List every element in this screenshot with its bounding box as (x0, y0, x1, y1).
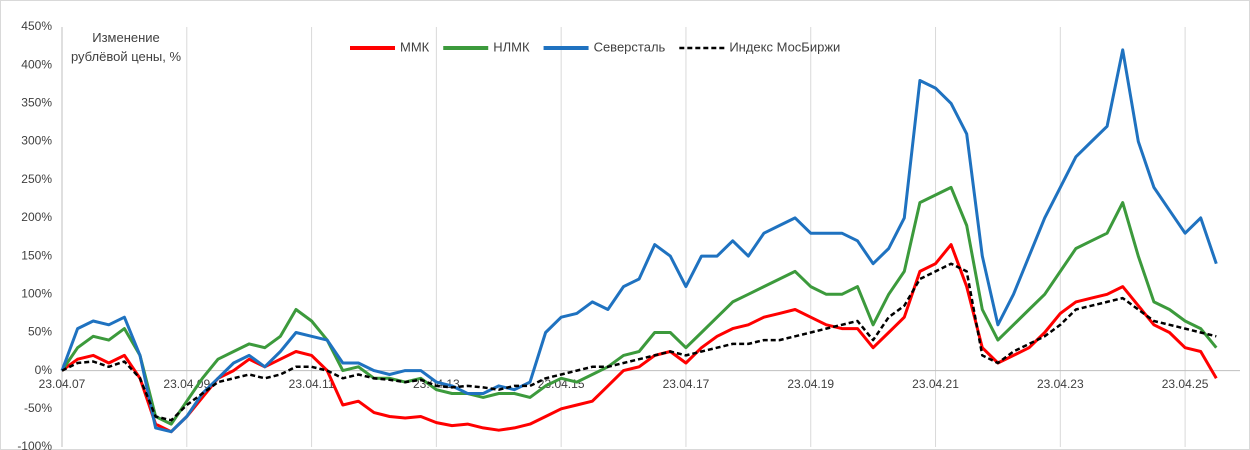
x-tick-label: 23.04.19 (787, 377, 834, 391)
y-tick-label: -100% (17, 439, 52, 450)
x-tick-label: 23.04.21 (912, 377, 959, 391)
y-tick-label: 50% (28, 325, 52, 339)
x-tick-label: 23.04.25 (1162, 377, 1209, 391)
legend-label: ММК (400, 39, 430, 54)
y-tick-label: -50% (24, 401, 52, 415)
y-tick-label: 300% (21, 134, 52, 148)
y-tick-label: 350% (21, 96, 52, 110)
x-tick-label: 23.04.11 (289, 377, 335, 391)
series-line (61, 262, 1217, 422)
x-tick-label: 23.04.07 (39, 377, 86, 391)
x-tick-label: 23.04.23 (1037, 377, 1084, 391)
legend-label: Северсталь (594, 39, 666, 54)
y-tick-label: 250% (21, 172, 52, 186)
x-tick-label: 23.04.17 (663, 377, 710, 391)
legend-label: НЛМК (493, 39, 530, 54)
y-tick-label: 200% (21, 210, 52, 224)
y-tick-label: 0% (35, 363, 53, 377)
y-tick-label: 100% (21, 286, 52, 300)
y-axis-label: Изменение рублёвой цены, % (70, 30, 182, 64)
series-line (60, 48, 1218, 434)
y-tick-label: 400% (21, 57, 52, 71)
series-line (61, 243, 1218, 434)
y-tick-label: 150% (21, 248, 52, 262)
series-line (60, 185, 1218, 426)
x-tick-label: 23.04.09 (163, 377, 210, 391)
legend-label: Индекс МосБиржи (729, 39, 840, 54)
y-tick-label: 450% (21, 19, 52, 33)
